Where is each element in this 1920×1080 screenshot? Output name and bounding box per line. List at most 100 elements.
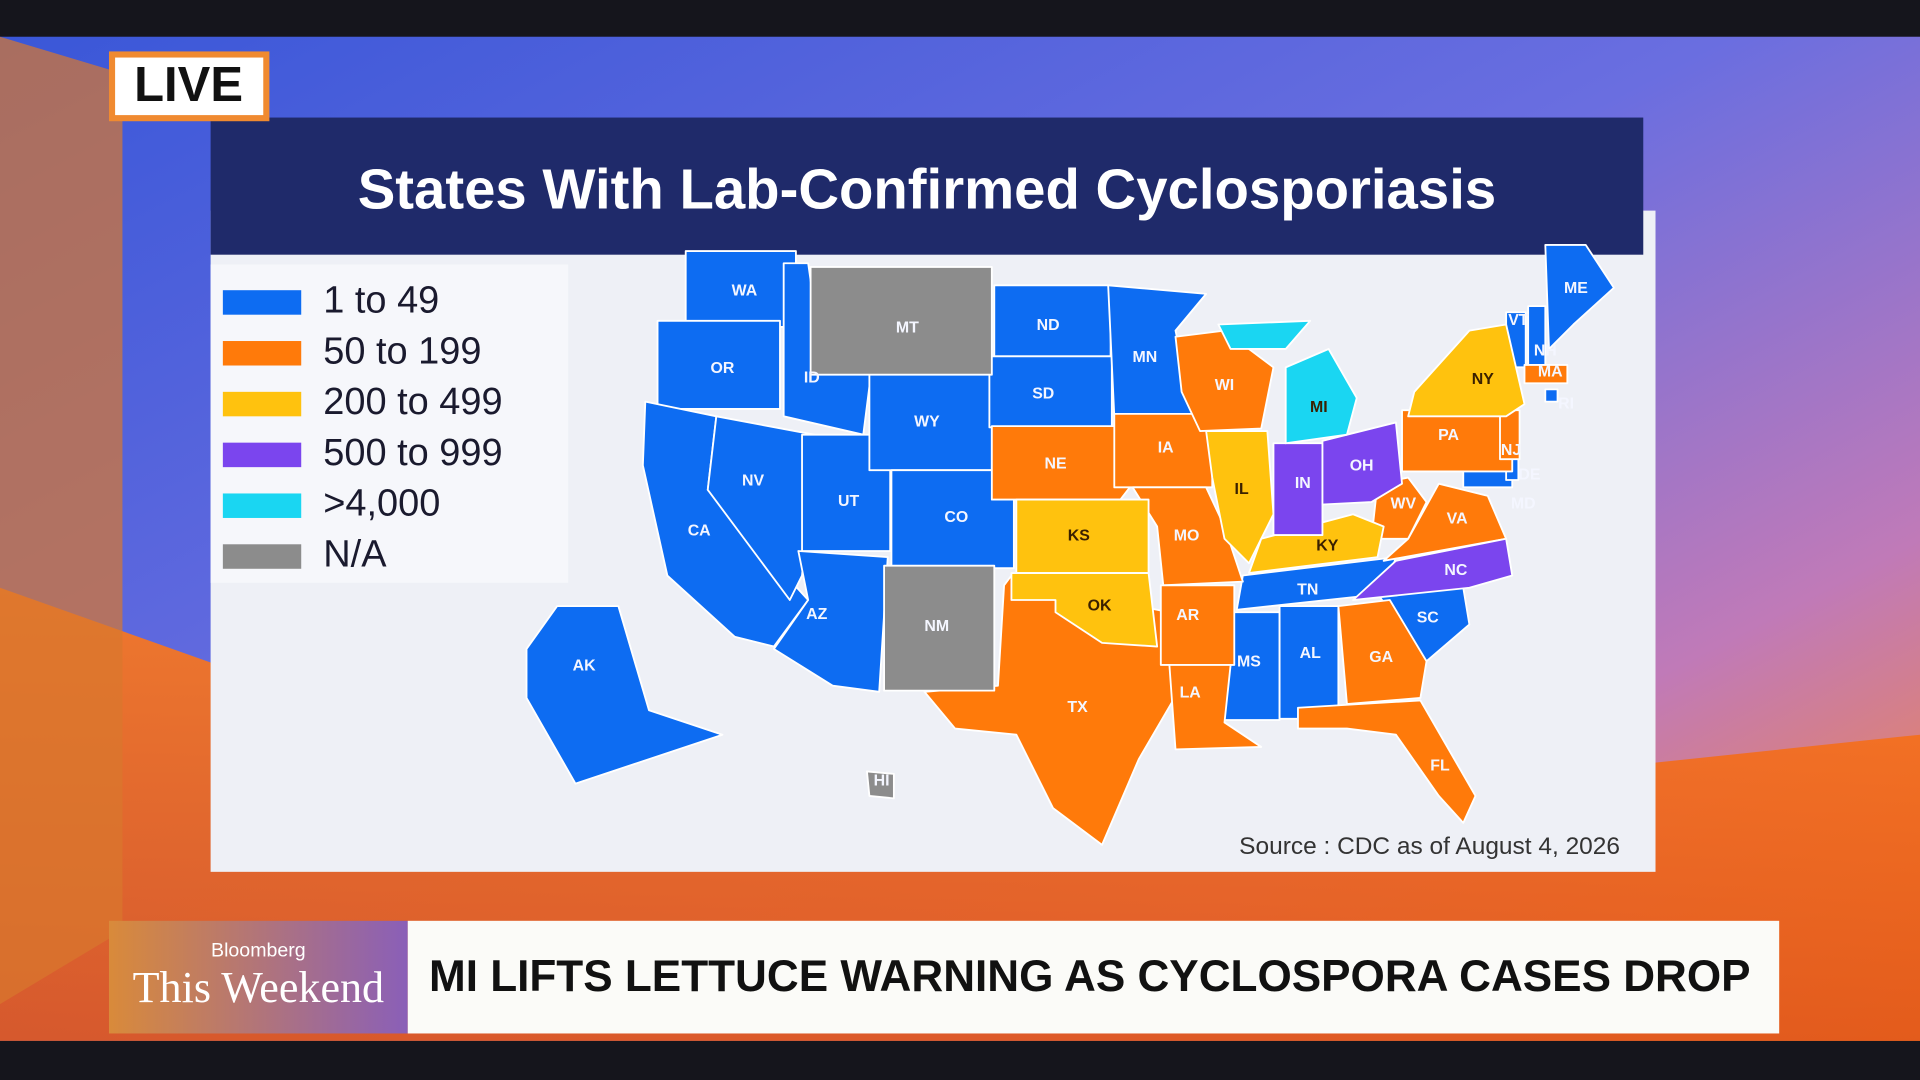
state-shape: [1544, 388, 1559, 403]
legend-swatch: [222, 442, 302, 468]
state-label: VA: [1447, 510, 1468, 527]
state-shape: [1544, 243, 1615, 350]
state-label: FL: [1430, 758, 1450, 775]
title-bar: [210, 117, 1644, 255]
legend-label: 200 to 499: [323, 381, 502, 423]
legend-label: 500 to 999: [323, 432, 502, 474]
state-label: NH: [1534, 343, 1557, 360]
stage-side: [0, 36, 123, 1005]
state-label: TX: [1067, 699, 1088, 716]
state-label: SD: [1032, 385, 1054, 402]
state-label: NY: [1472, 371, 1494, 388]
us-map: WA OR CA NV ID UT AZ WY CO ND SD MN TN MS AL SC AK VT NH ME…: [525, 243, 1615, 846]
state-label: WA: [732, 283, 758, 300]
state-label: MI: [1310, 399, 1328, 416]
state-label: OK: [1088, 597, 1112, 614]
state-label: NV: [742, 472, 764, 489]
legend-swatch: [222, 544, 302, 569]
state-label: MT: [896, 319, 919, 336]
state-shape: [883, 564, 996, 692]
state-label: IL: [1235, 481, 1249, 498]
legend-swatch: [222, 341, 302, 366]
state-shape: [990, 425, 1134, 501]
state-shape: [1337, 599, 1428, 705]
state-shape: [656, 319, 781, 410]
state-shape: [1131, 486, 1244, 587]
state-label: ME: [1564, 280, 1588, 297]
legend-label: 50 to 199: [323, 330, 481, 372]
legend-label: 1 to 49: [323, 279, 439, 321]
state-label: PA: [1438, 427, 1459, 444]
state-shape: [1159, 584, 1236, 666]
state-label: WI: [1215, 377, 1234, 394]
state-label: LA: [1180, 684, 1202, 701]
state-label: VT: [1508, 312, 1529, 329]
state-shape: [1407, 323, 1526, 418]
state-shape: [866, 770, 895, 800]
state-shape: [525, 605, 724, 785]
state-shape: [1113, 412, 1214, 489]
state-label: DE: [1518, 466, 1540, 483]
brand-panel: [108, 920, 408, 1034]
state-label: AZ: [806, 606, 827, 623]
state-label: WV: [1390, 496, 1416, 513]
live-badge: [115, 57, 264, 116]
legend-label: N/A: [323, 534, 387, 576]
state-shape: [1010, 572, 1159, 648]
headline: MI LIFTS LETTUCE WARNING AS CYCLOSPORA C…: [429, 952, 1751, 1001]
legend-swatch: [222, 391, 302, 417]
state-label: KS: [1068, 528, 1090, 545]
state-shape: [1321, 421, 1403, 506]
state-shape: [1297, 699, 1477, 824]
state-label: MS: [1237, 654, 1261, 671]
state-label: CA: [688, 523, 711, 540]
state-label: MA: [1538, 363, 1563, 380]
show-name: This Weekend: [133, 963, 384, 1012]
state-label: ND: [1037, 317, 1060, 334]
state-label: MO: [1174, 528, 1200, 545]
state-shape: [1272, 442, 1324, 537]
live-label: LIVE: [134, 58, 243, 112]
state-shape: [772, 550, 889, 693]
state-label: CO: [944, 509, 968, 526]
state-shape: [1352, 537, 1514, 601]
state-shape: [890, 469, 1015, 570]
state-shape: [1523, 363, 1569, 385]
legend: 1 to 49 50 to 199 200 to 499 500 to 999 >4,0…: [222, 279, 503, 576]
state-label: NE: [1044, 455, 1066, 472]
state-shape: [809, 266, 993, 376]
legend-label: >4,000: [323, 483, 440, 525]
state-label: SC: [1417, 610, 1440, 627]
state-label: MN: [1133, 349, 1158, 366]
brand-name: Bloomberg: [211, 940, 306, 962]
state-shape: [1248, 513, 1385, 574]
state-shape: [1278, 605, 1340, 720]
state-label: AR: [1176, 607, 1199, 624]
state-label: NC: [1444, 562, 1467, 579]
state-label: MD: [1511, 496, 1536, 513]
source-note: Source : CDC as of August 4, 2026: [1239, 833, 1620, 860]
map-title: States With Lab-Confirmed Cyclosporiasis: [358, 157, 1496, 220]
state-shape: [1205, 430, 1275, 565]
state-label: IA: [1158, 439, 1174, 456]
state-label: IN: [1295, 475, 1311, 492]
state-shape: [1168, 663, 1263, 751]
state-label: NM: [924, 618, 949, 635]
state-label: OR: [711, 360, 735, 377]
state-label: KY: [1316, 537, 1338, 554]
legend-swatch: [222, 493, 302, 518]
state-label: RI: [1558, 395, 1574, 412]
state-shape: [1382, 482, 1508, 562]
state-shape: [706, 415, 816, 601]
state-shape: [801, 433, 892, 552]
state-label: NJ: [1501, 442, 1521, 459]
headline-panel: [407, 920, 1780, 1034]
state-label: WY: [914, 414, 940, 431]
state-label: UT: [838, 493, 859, 510]
state-label: AK: [573, 657, 596, 674]
state-label: OH: [1350, 458, 1374, 475]
legend-swatch: [222, 290, 302, 315]
state-label: TN: [1297, 581, 1318, 598]
